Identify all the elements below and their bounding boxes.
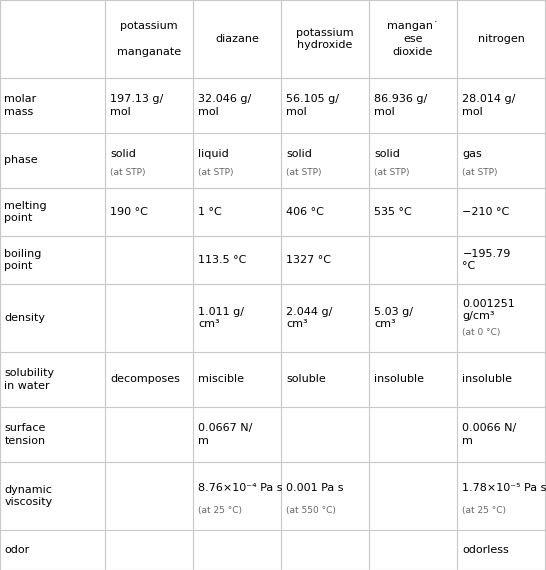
Text: miscible: miscible xyxy=(198,374,245,385)
Text: soluble: soluble xyxy=(287,374,326,385)
Text: potassium
hydroxide: potassium hydroxide xyxy=(296,27,354,50)
Text: insoluble: insoluble xyxy=(462,374,513,385)
Text: (at STP): (at STP) xyxy=(287,168,322,177)
Text: −210 °C: −210 °C xyxy=(462,207,510,217)
Text: odorless: odorless xyxy=(462,545,509,555)
Text: 86.936 g/
mol: 86.936 g/ mol xyxy=(375,94,428,117)
Text: solubility
in water: solubility in water xyxy=(4,368,55,391)
Text: dynamic
viscosity: dynamic viscosity xyxy=(4,484,52,507)
Text: 1.78×10⁻⁵ Pa s: 1.78×10⁻⁵ Pa s xyxy=(462,483,546,493)
Text: (at STP): (at STP) xyxy=(110,168,146,177)
Text: surface
tension: surface tension xyxy=(4,423,46,446)
Text: liquid: liquid xyxy=(198,149,229,159)
Text: 535 °C: 535 °C xyxy=(375,207,412,217)
Text: 1327 °C: 1327 °C xyxy=(287,255,331,265)
Text: 1.011 g/
cm³: 1.011 g/ cm³ xyxy=(198,307,245,329)
Text: nitrogen: nitrogen xyxy=(478,34,525,44)
Text: 0.0667 N/
m: 0.0667 N/ m xyxy=(198,423,253,446)
Text: 5.03 g/
cm³: 5.03 g/ cm³ xyxy=(375,307,413,329)
Text: molar
mass: molar mass xyxy=(4,94,37,117)
Text: 2.044 g/
cm³: 2.044 g/ cm³ xyxy=(287,307,333,329)
Text: −195.79
°C: −195.79 °C xyxy=(462,249,511,271)
Text: mangan˙
ese
dioxide: mangan˙ ese dioxide xyxy=(387,21,439,57)
Text: odor: odor xyxy=(4,545,29,555)
Text: boiling
point: boiling point xyxy=(4,249,41,271)
Text: 113.5 °C: 113.5 °C xyxy=(198,255,247,265)
Text: solid: solid xyxy=(110,149,136,159)
Text: 0.0066 N/
m: 0.0066 N/ m xyxy=(462,423,517,446)
Text: 197.13 g/
mol: 197.13 g/ mol xyxy=(110,94,164,117)
Text: 32.046 g/
mol: 32.046 g/ mol xyxy=(198,94,252,117)
Text: potassium

manganate: potassium manganate xyxy=(117,21,181,57)
Text: (at 25 °C): (at 25 °C) xyxy=(462,507,507,515)
Text: density: density xyxy=(4,313,45,323)
Text: diazane: diazane xyxy=(215,34,259,44)
Text: melting
point: melting point xyxy=(4,201,47,223)
Text: gas: gas xyxy=(462,149,482,159)
Text: 0.001251
g/cm³: 0.001251 g/cm³ xyxy=(462,299,515,321)
Text: (at 25 °C): (at 25 °C) xyxy=(198,507,242,515)
Text: 56.105 g/
mol: 56.105 g/ mol xyxy=(287,94,340,117)
Text: 0.001 Pa s: 0.001 Pa s xyxy=(287,483,344,493)
Text: (at 0 °C): (at 0 °C) xyxy=(462,328,501,337)
Text: decomposes: decomposes xyxy=(110,374,180,385)
Text: insoluble: insoluble xyxy=(375,374,424,385)
Text: 28.014 g/
mol: 28.014 g/ mol xyxy=(462,94,516,117)
Text: solid: solid xyxy=(375,149,400,159)
Text: (at STP): (at STP) xyxy=(462,168,498,177)
Text: solid: solid xyxy=(287,149,312,159)
Text: 190 °C: 190 °C xyxy=(110,207,149,217)
Text: (at STP): (at STP) xyxy=(198,168,234,177)
Text: 1 °C: 1 °C xyxy=(198,207,222,217)
Text: phase: phase xyxy=(4,156,38,165)
Text: 8.76×10⁻⁴ Pa s: 8.76×10⁻⁴ Pa s xyxy=(198,483,283,493)
Text: (at STP): (at STP) xyxy=(375,168,410,177)
Text: (at 550 °C): (at 550 °C) xyxy=(287,507,336,515)
Text: 406 °C: 406 °C xyxy=(287,207,324,217)
